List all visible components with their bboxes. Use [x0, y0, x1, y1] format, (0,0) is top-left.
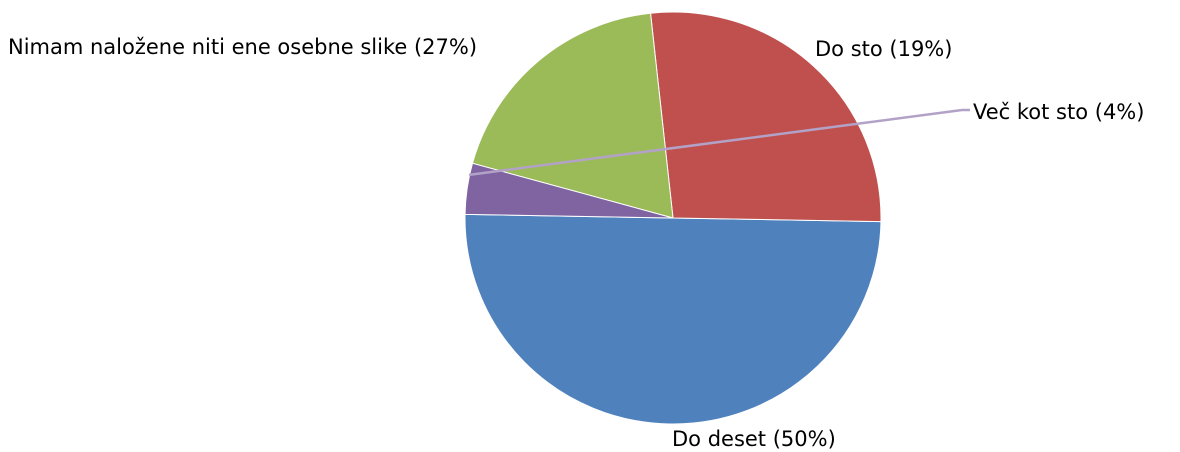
leader-lines — [468, 108, 970, 177]
slice-label-nimam-slike: Nimam naložene niti ene osebne slike (27… — [8, 35, 477, 59]
leader-line-vec-kot-sto — [468, 108, 970, 177]
slice-labels: Do deset (50%) Nimam naložene niti ene o… — [8, 35, 1144, 451]
pie-slice-ve-kot-sto — [464, 162, 674, 219]
pie-slice-do-deset — [464, 213, 882, 425]
pie-slices — [464, 11, 882, 425]
pie-slice-nimam-nalo-ene-niti-ene-osebne-slike — [649, 11, 882, 223]
slice-label-do-sto: Do sto (19%) — [815, 37, 952, 61]
slice-label-do-deset: Do deset (50%) — [672, 427, 836, 451]
slice-label-vec-kot-sto: Več kot sto (4%) — [973, 100, 1144, 124]
